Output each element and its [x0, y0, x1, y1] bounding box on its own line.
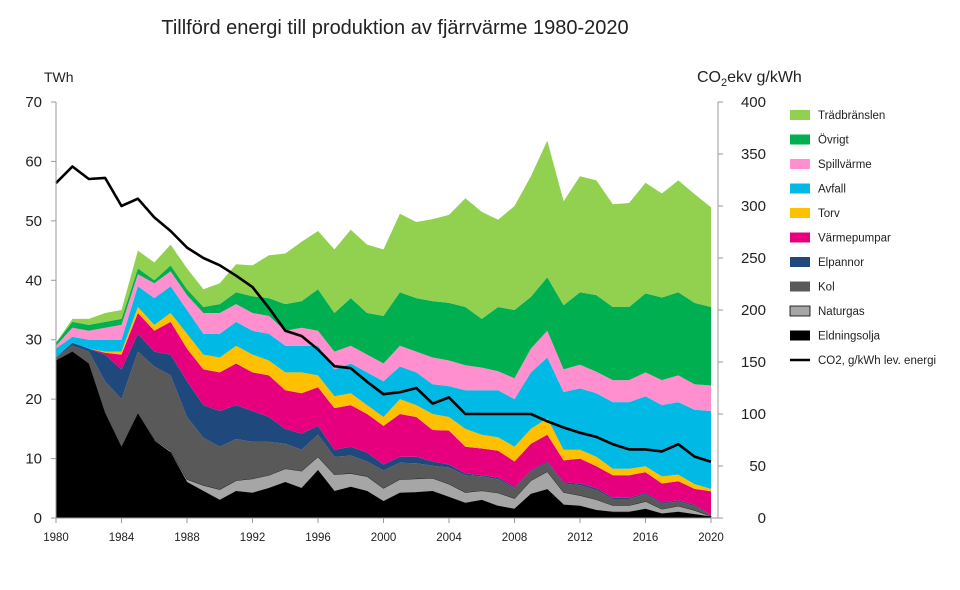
legend-swatch — [790, 183, 810, 194]
x-tick-label: 2016 — [633, 532, 659, 544]
legend-swatch — [790, 134, 810, 145]
legend-swatch — [790, 257, 810, 267]
legend-label: Värmepumpar — [818, 233, 891, 245]
legend-swatch — [790, 232, 810, 243]
area-tradbranslen — [56, 140, 711, 343]
co2-line-layer — [55, 165, 712, 464]
x-tick-label: 2008 — [502, 532, 528, 544]
co2-line — [55, 165, 712, 464]
left-axis-label: TWh — [44, 69, 74, 85]
legend-label: Torv — [818, 208, 840, 220]
legend-label: Kol — [818, 282, 835, 294]
right-tick-label: 250 — [741, 250, 766, 267]
legend-item-tradbranslen: Trädbränslen — [790, 110, 885, 122]
x-tick-label: 1988 — [174, 532, 200, 544]
legend-swatch — [790, 208, 810, 218]
legend-label: Avfall — [818, 184, 846, 196]
left-tick-label: 30 — [25, 332, 42, 349]
x-tick-label: 2000 — [371, 532, 397, 544]
right-tick-label: 100 — [741, 406, 766, 423]
x-tick-label: 1992 — [240, 532, 266, 544]
right-axis-label: CO2ekv g/kWh — [697, 69, 802, 89]
right-tick-label: 200 — [741, 302, 766, 319]
legend-label: Eldningsolja — [818, 331, 881, 343]
legend-item-elpannor: Elpannor — [790, 257, 864, 269]
area-naturgas — [55, 351, 712, 518]
legend: Trädbränslen Övrigt Spillvärme Avfall Torv Vä… — [789, 110, 936, 367]
legend-item-co2-g-kwh-lev-energi: CO2, g/kWh lev. energi — [790, 355, 936, 367]
right-tick-label: 50 — [749, 458, 766, 475]
stacked-areas — [55, 140, 712, 518]
x-tick-label: 1996 — [305, 532, 331, 544]
chart-title: Tillförd energi till produktion av fjärr… — [161, 17, 628, 39]
legend-item-torv: Torv — [790, 208, 840, 220]
right-axis-label-rest: ekv g/kWh — [727, 69, 802, 86]
area-kol — [56, 345, 711, 517]
axes: 0 10 20 30 40 50 60 70 0 50 100 150 200 250 300 350 400 1… — [25, 94, 766, 544]
right-tick-label: 300 — [741, 198, 766, 215]
left-tick-label: 10 — [25, 451, 42, 468]
left-tick-label: 70 — [25, 94, 42, 111]
legend-label: CO2, g/kWh lev. energi — [818, 355, 936, 367]
x-tick-label: 1980 — [43, 532, 69, 544]
legend-item-ovrigt: Övrigt — [790, 134, 849, 147]
x-tick-label: 1984 — [109, 532, 135, 544]
area-ovrigt — [56, 265, 711, 386]
legend-label: Övrigt — [818, 135, 849, 147]
left-tick-label: 0 — [34, 510, 42, 527]
legend-swatch — [789, 305, 811, 317]
legend-item-kol: Kol — [790, 281, 835, 294]
legend-item-naturgas: Naturgas — [789, 305, 865, 318]
legend-label: Elpannor — [818, 257, 864, 269]
legend-swatch — [790, 159, 810, 169]
area-eldningsolja — [56, 351, 711, 518]
left-tick-label: 60 — [25, 153, 42, 170]
x-tick-label: 2012 — [567, 532, 593, 544]
legend-item-varmepumpar: Värmepumpar — [790, 232, 891, 245]
left-tick-label: 50 — [25, 213, 42, 230]
legend-label: Naturgas — [818, 306, 865, 318]
legend-item-eldningsolja: Eldningsolja — [790, 330, 881, 343]
legend-swatch — [790, 330, 810, 341]
right-tick-label: 0 — [758, 510, 766, 527]
x-tick-label: 2020 — [698, 532, 724, 544]
x-tick-label: 2004 — [436, 532, 462, 544]
legend-label: Trädbränslen — [818, 110, 885, 122]
legend-item-spillvarme: Spillvärme — [790, 159, 872, 171]
left-tick-label: 20 — [25, 391, 42, 408]
legend-swatch — [790, 281, 810, 292]
right-tick-label: 350 — [741, 146, 766, 163]
right-axis-label-sub: 2 — [721, 77, 727, 89]
legend-label: Spillvärme — [818, 159, 872, 171]
area-avfall — [56, 286, 711, 489]
legend-item-avfall: Avfall — [790, 183, 846, 196]
right-tick-label: 150 — [741, 354, 766, 371]
right-axis-label-main: CO — [697, 69, 721, 86]
left-tick-label: 40 — [25, 272, 42, 289]
legend-swatch — [790, 110, 810, 120]
right-tick-label: 400 — [741, 94, 766, 111]
